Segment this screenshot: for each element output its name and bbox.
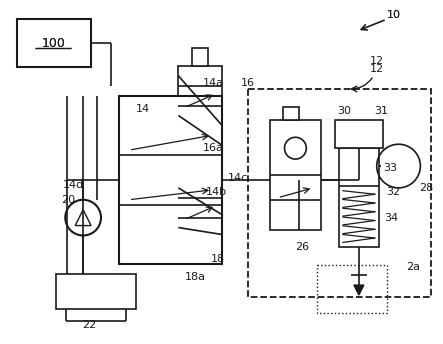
Text: 33: 33 xyxy=(384,163,398,173)
Text: 20: 20 xyxy=(61,195,75,205)
Bar xyxy=(339,148,379,247)
Text: 26: 26 xyxy=(295,243,309,252)
Text: 14d: 14d xyxy=(62,180,84,190)
Bar xyxy=(119,96,222,264)
Text: 100: 100 xyxy=(42,36,65,50)
Text: 14: 14 xyxy=(136,104,150,114)
Text: 34: 34 xyxy=(385,213,399,223)
Text: 14b: 14b xyxy=(206,187,227,197)
Text: 12: 12 xyxy=(369,64,384,74)
Text: 31: 31 xyxy=(374,106,388,116)
Bar xyxy=(179,178,222,245)
Text: 28: 28 xyxy=(419,183,433,193)
Text: 10: 10 xyxy=(387,10,400,20)
Bar xyxy=(192,160,208,178)
Bar xyxy=(17,19,91,67)
Bar xyxy=(270,120,321,229)
Text: 30: 30 xyxy=(337,106,351,116)
Text: 16: 16 xyxy=(241,78,255,88)
Text: 18a: 18a xyxy=(185,272,206,282)
Bar xyxy=(248,89,431,297)
Bar xyxy=(56,274,136,309)
Text: 14a: 14a xyxy=(202,78,224,88)
Text: 100: 100 xyxy=(42,36,65,50)
Bar xyxy=(335,120,383,148)
Text: 18: 18 xyxy=(211,254,225,264)
Text: 12: 12 xyxy=(369,56,384,66)
Bar xyxy=(179,66,222,133)
Text: 16a: 16a xyxy=(202,143,224,153)
Text: 10: 10 xyxy=(387,10,400,20)
Text: 14c: 14c xyxy=(228,173,248,183)
Text: 2a: 2a xyxy=(406,262,420,272)
Bar xyxy=(317,265,387,313)
Bar xyxy=(192,48,208,66)
Text: 32: 32 xyxy=(387,187,400,197)
Bar xyxy=(284,107,299,120)
Text: 22: 22 xyxy=(82,320,96,330)
Polygon shape xyxy=(354,285,364,295)
